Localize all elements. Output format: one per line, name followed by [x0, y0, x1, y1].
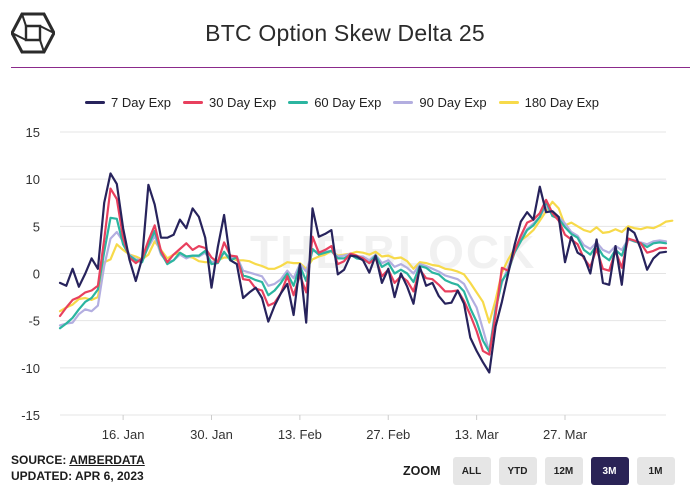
zoom-button-3m[interactable]: 3M — [590, 457, 629, 485]
x-tick-label: 27. Feb — [366, 427, 410, 440]
legend-swatch — [288, 100, 309, 104]
legend-label: 30 Day Exp — [208, 94, 277, 110]
source-link[interactable]: AMBERDATA — [69, 453, 145, 467]
zoom-button-1m[interactable]: 1M — [636, 457, 675, 485]
legend-label: 60 Day Exp — [314, 94, 382, 110]
legend-swatch — [393, 100, 414, 104]
x-tick-label: 30. Jan — [190, 427, 233, 440]
legend-item[interactable]: 30 Day Exp — [182, 93, 277, 111]
legend-label: 7 Day Exp — [111, 94, 171, 110]
zoom-button-all[interactable]: ALL — [452, 457, 491, 485]
legend-swatch — [182, 100, 203, 104]
legend-label: 90 Day Exp — [419, 94, 487, 110]
x-tick-label: 27. Mar — [543, 427, 588, 440]
header-divider — [11, 67, 690, 68]
the-block-cube-logo-icon — [11, 12, 55, 54]
legend-item[interactable]: 90 Day Exp — [393, 93, 487, 111]
y-tick-label: 15 — [26, 125, 40, 140]
y-tick-label: 10 — [26, 172, 40, 187]
y-tick-label: -15 — [21, 408, 40, 423]
legend-item[interactable]: 60 Day Exp — [288, 93, 381, 111]
legend-swatch — [498, 100, 519, 104]
legend-item[interactable]: 7 Day Exp — [85, 93, 171, 111]
legend-item[interactable]: 180 Day Exp — [498, 93, 600, 111]
series-line-90-day-exp — [58, 204, 668, 353]
y-tick-label: -5 — [28, 314, 40, 329]
series-line-7-day-exp — [58, 172, 668, 374]
legend-swatch — [85, 100, 105, 104]
source-prefix: SOURCE: — [11, 453, 70, 467]
y-tick-label: 5 — [33, 219, 40, 234]
x-tick-label: 13. Mar — [455, 427, 500, 440]
legend-label: 180 Day Exp — [524, 94, 600, 110]
y-tick-label: 0 — [33, 267, 40, 282]
zoom-controls: ZOOM ALL YTD 12M 3M 1M — [403, 456, 683, 486]
zoom-label: ZOOM — [403, 464, 441, 478]
x-tick-label: 16. Jan — [102, 427, 145, 440]
chart-title: BTC Option Skew Delta 25 — [205, 20, 485, 46]
zoom-button-ytd[interactable]: YTD — [498, 457, 537, 485]
chart-header: BTC Option Skew Delta 25 — [0, 0, 690, 68]
series-line-30-day-exp — [58, 187, 668, 356]
source-info: SOURCE: AMBERDATA UPDATED: APR 6, 2023 — [11, 452, 145, 484]
chart-legend: 7 Day Exp 30 Day Exp 60 Day Exp 90 Day Exp 1… — [85, 93, 611, 111]
y-tick-label: -10 — [21, 361, 40, 376]
zoom-button-12m[interactable]: 12M — [544, 457, 583, 485]
line-chart: 15 10 5 0 -5 -10 -15 16. Jan 30. Jan 13. Feb 27. F… — [21, 125, 674, 440]
x-tick-label: 13. Feb — [278, 427, 322, 440]
updated-date: UPDATED: APR 6, 2023 — [11, 469, 144, 483]
